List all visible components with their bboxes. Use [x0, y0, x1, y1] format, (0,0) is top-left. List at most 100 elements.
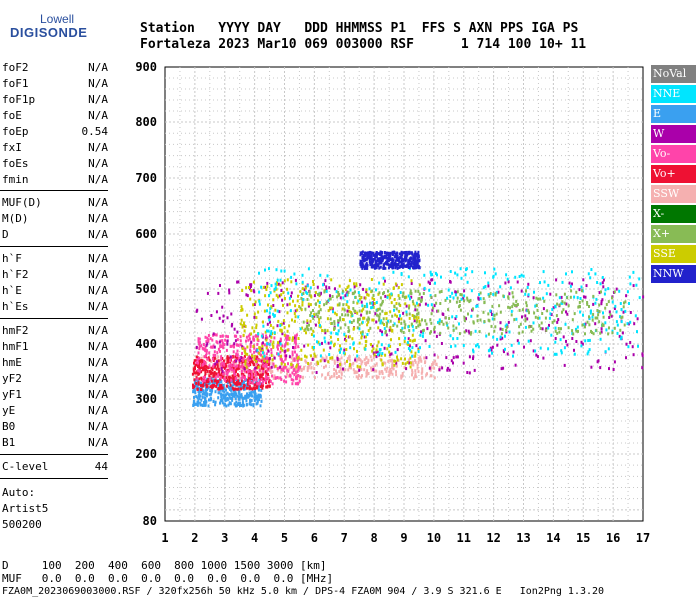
echo-point	[225, 380, 228, 383]
echo-point	[629, 282, 632, 286]
echo-point	[396, 263, 398, 267]
echo-point	[331, 307, 334, 311]
legend-item-vo: Vo-	[651, 145, 696, 163]
echo-point	[273, 314, 276, 318]
echo-point	[264, 370, 267, 374]
param-name: h`Es	[2, 300, 29, 313]
echo-point	[370, 306, 373, 310]
echo-point	[363, 253, 366, 257]
echo-point	[507, 280, 510, 284]
echo-point	[231, 370, 234, 373]
echo-point	[455, 355, 458, 359]
echo-point	[279, 370, 282, 374]
echo-point	[450, 359, 453, 363]
echo-point	[218, 316, 221, 320]
echo-point	[292, 346, 294, 349]
echo-point	[561, 300, 564, 304]
echo-point	[413, 316, 416, 320]
echo-point	[389, 325, 392, 329]
y-tick-label: 500	[135, 282, 157, 296]
echo-point	[207, 339, 210, 343]
echo-point	[381, 352, 384, 355]
echo-point	[438, 290, 441, 294]
echo-point	[555, 293, 558, 297]
echo-point	[388, 370, 391, 374]
echo-point	[556, 302, 559, 306]
echo-point	[262, 370, 265, 374]
echo-point	[565, 272, 567, 276]
echo-point	[314, 302, 317, 306]
echo-point	[191, 372, 194, 376]
echo-point	[212, 363, 215, 367]
echo-point	[216, 379, 219, 383]
echo-point	[219, 345, 222, 349]
echo-point	[339, 318, 342, 322]
echo-point	[575, 327, 577, 331]
echo-point	[524, 319, 527, 323]
echo-point	[585, 284, 588, 288]
echo-point	[379, 261, 382, 265]
echo-point	[197, 394, 200, 398]
echo-point	[330, 321, 333, 325]
echo-point	[210, 314, 213, 317]
echo-point	[472, 355, 475, 359]
echo-point	[355, 370, 358, 374]
echo-point	[285, 337, 288, 341]
echo-point	[309, 286, 312, 290]
echo-point	[240, 318, 243, 322]
echo-point	[265, 365, 268, 369]
echo-point	[308, 323, 310, 327]
echo-point	[280, 358, 283, 362]
echo-point	[297, 345, 300, 349]
echo-point	[424, 339, 427, 343]
echo-point	[430, 303, 433, 307]
echo-point	[384, 312, 387, 316]
separator	[0, 318, 108, 319]
echo-point	[347, 290, 350, 294]
echo-point	[214, 376, 217, 380]
echo-point	[241, 366, 244, 370]
echo-point	[460, 293, 463, 297]
echo-point	[207, 366, 210, 369]
echo-point	[375, 374, 378, 378]
echo-point	[213, 374, 216, 378]
echo-point	[619, 315, 622, 319]
echo-point	[414, 372, 417, 376]
echo-point	[496, 343, 499, 347]
echo-point	[547, 283, 550, 287]
echo-point	[315, 371, 318, 374]
echo-point	[494, 293, 497, 297]
echo-point	[225, 372, 228, 376]
echo-point	[350, 366, 352, 370]
echo-point	[400, 357, 403, 361]
echo-point	[380, 256, 383, 260]
echo-point	[205, 379, 208, 383]
echo-point	[359, 253, 362, 257]
echo-point	[390, 301, 393, 305]
echo-point	[409, 262, 412, 266]
echo-point	[236, 356, 239, 360]
echo-point	[230, 388, 233, 392]
echo-point	[520, 273, 523, 277]
echo-point	[364, 344, 367, 347]
echo-point	[283, 279, 286, 283]
echo-point	[555, 314, 558, 318]
echo-point	[205, 349, 208, 353]
echo-point	[252, 303, 255, 307]
echo-point	[326, 373, 329, 377]
echo-point	[416, 264, 419, 268]
echo-point	[290, 294, 292, 298]
echo-point	[338, 284, 341, 288]
echo-point	[286, 372, 289, 376]
echo-point	[414, 304, 417, 308]
echo-point	[466, 280, 469, 284]
echo-point	[469, 298, 472, 302]
echo-point	[463, 315, 466, 319]
echo-point	[269, 334, 272, 338]
echo-point	[328, 286, 331, 290]
echo-point	[201, 368, 204, 372]
echo-point	[262, 380, 265, 384]
echo-point	[280, 354, 283, 358]
echo-point	[228, 395, 231, 399]
echo-point	[202, 383, 204, 387]
